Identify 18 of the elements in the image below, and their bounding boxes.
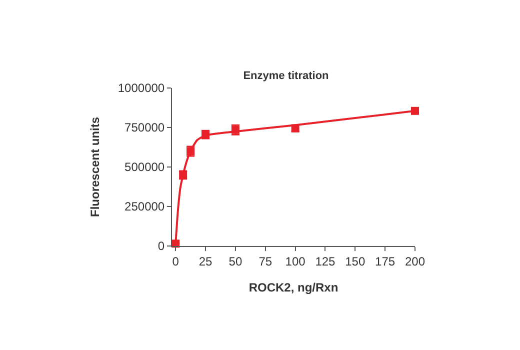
x-tick-label: 0 — [172, 254, 180, 268]
x-tick-label: 100 — [285, 254, 306, 268]
x-tick-label: 125 — [315, 254, 336, 268]
point — [411, 106, 419, 115]
x-tick-label: 150 — [345, 254, 366, 268]
y-tick-label: 1000000 — [118, 81, 165, 96]
x-tick-label: 25 — [198, 254, 213, 268]
x-tick-label: 200 — [404, 254, 426, 268]
y-tick-label: 0 — [158, 239, 165, 254]
x-tick-label: 50 — [228, 254, 242, 268]
y-tick-label: 750000 — [124, 120, 165, 135]
y-tick-label: 250000 — [124, 200, 165, 214]
x-tick-label: 175 — [375, 254, 396, 268]
x-tick-label: 75 — [258, 254, 272, 268]
y-tick-label: 500000 — [124, 160, 165, 174]
chart-title: Enzyme titration — [243, 70, 330, 82]
y-axis-title: Fluorescent units — [88, 116, 102, 218]
x-axis-title: ROCK2, ng/Rxn — [248, 280, 338, 294]
